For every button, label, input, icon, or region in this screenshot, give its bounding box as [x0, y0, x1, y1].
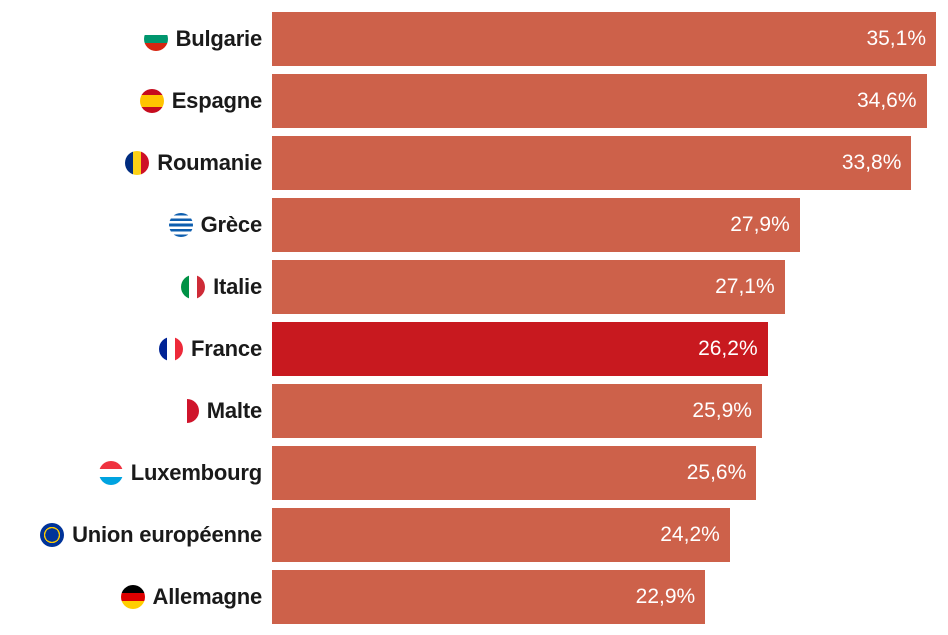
- category-label-text: France: [191, 336, 262, 361]
- category-label: Malte: [174, 384, 262, 438]
- bar: 35,1%: [272, 12, 936, 66]
- eu-flag-icon: [40, 523, 65, 547]
- romania-flag-icon: [125, 151, 150, 175]
- bar-row: Luxembourg 25,6%: [0, 446, 948, 500]
- category-label-text: Malte: [206, 398, 262, 423]
- bar: 25,6%: [272, 446, 757, 500]
- bar-row: Bulgarie 35,1%: [0, 12, 948, 66]
- bar-row: France 26,2%: [0, 322, 948, 376]
- bar-row: Grèce 27,9%: [0, 198, 948, 252]
- value-label: 26,2%: [698, 337, 758, 360]
- luxembourg-flag-icon: [98, 461, 123, 485]
- category-label: Bulgarie: [143, 12, 263, 66]
- bar: 22,9%: [272, 570, 706, 624]
- bulgaria-flag-icon: [143, 27, 168, 51]
- bar: 34,6%: [272, 74, 927, 128]
- germany-flag-icon: [120, 585, 145, 609]
- category-label-text: Luxembourg: [130, 460, 262, 485]
- category-label-text: Italie: [213, 274, 262, 299]
- value-label: 25,9%: [692, 399, 752, 422]
- bar-row: Italie 27,1%: [0, 260, 948, 314]
- value-label: 27,1%: [715, 275, 775, 298]
- bar: 27,9%: [272, 198, 800, 252]
- france-flag-icon: [159, 337, 184, 361]
- bar: 25,9%: [272, 384, 762, 438]
- category-label: Luxembourg: [98, 446, 262, 500]
- value-label: 24,2%: [660, 523, 720, 546]
- category-label-text: Roumanie: [157, 150, 262, 175]
- category-label-text: Bulgarie: [175, 26, 263, 51]
- value-label: 33,8%: [841, 151, 902, 174]
- category-label: France: [159, 322, 262, 376]
- category-label: Roumanie: [125, 136, 262, 190]
- category-label: Espagne: [139, 74, 262, 128]
- value-label: 22,9%: [635, 585, 696, 608]
- value-label: 34,6%: [856, 89, 917, 112]
- bar-row: Espagne 34,6%: [0, 74, 948, 128]
- value-label: 25,6%: [686, 461, 747, 484]
- value-label: 35,1%: [866, 27, 926, 50]
- italy-flag-icon: [181, 275, 206, 299]
- bar: 27,1%: [272, 260, 785, 314]
- bar: 24,2%: [272, 508, 730, 562]
- bar-row: Roumanie 33,8%: [0, 136, 948, 190]
- bar-row: Allemagne 22,9%: [0, 570, 948, 624]
- category-label-text: Allemagne: [152, 584, 263, 609]
- category-label-text: Grèce: [200, 212, 263, 237]
- bar: 33,8%: [272, 136, 912, 190]
- greece-flag-icon: [168, 213, 193, 237]
- value-label: 27,9%: [730, 213, 790, 236]
- spain-flag-icon: [139, 89, 164, 113]
- bar-row: Malte 25,9%: [0, 384, 948, 438]
- category-label-text: Espagne: [171, 88, 262, 113]
- category-label: Allemagne: [120, 570, 263, 624]
- malta-flag-icon: [174, 399, 199, 423]
- category-label-text: Union européenne: [72, 522, 262, 547]
- category-label: Union européenne: [40, 508, 262, 562]
- bar: 26,2%: [272, 322, 768, 376]
- bar-row: Union européenne 24,2%: [0, 508, 948, 562]
- category-label: Italie: [181, 260, 262, 314]
- category-label: Grèce: [168, 198, 263, 252]
